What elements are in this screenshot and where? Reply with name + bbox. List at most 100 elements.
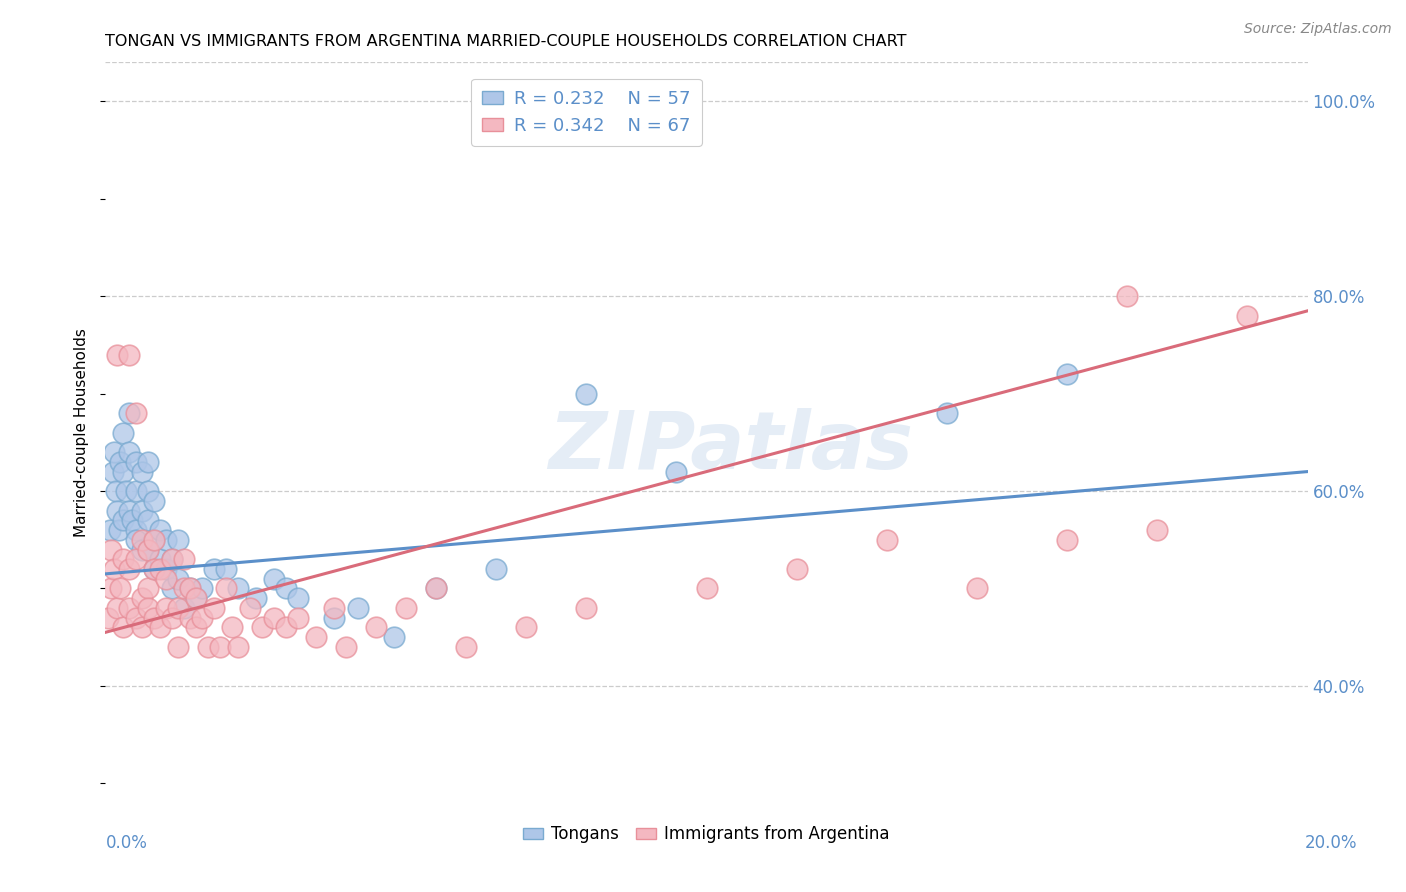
Point xyxy=(322,611,344,625)
Point xyxy=(136,601,159,615)
Point xyxy=(124,484,146,499)
Point xyxy=(239,601,262,615)
Point xyxy=(100,582,122,596)
Point xyxy=(515,620,537,634)
Point xyxy=(179,582,201,596)
Point xyxy=(190,582,212,596)
Point xyxy=(322,601,344,615)
Point xyxy=(876,533,898,547)
Point xyxy=(124,552,146,566)
Point xyxy=(160,552,183,566)
Text: 0.0%: 0.0% xyxy=(105,834,148,852)
Point xyxy=(142,562,165,576)
Point xyxy=(103,445,125,459)
Point xyxy=(103,562,125,576)
Point xyxy=(118,445,141,459)
Point xyxy=(148,552,170,566)
Point xyxy=(124,533,146,547)
Text: ZIPatlas: ZIPatlas xyxy=(548,409,912,486)
Point xyxy=(136,542,159,557)
Point xyxy=(115,484,138,499)
Point xyxy=(425,582,447,596)
Point xyxy=(136,455,159,469)
Point xyxy=(155,562,177,576)
Point xyxy=(575,601,598,615)
Point xyxy=(118,348,141,362)
Point xyxy=(112,620,135,634)
Point xyxy=(155,601,177,615)
Point xyxy=(305,630,328,644)
Point xyxy=(263,611,285,625)
Point xyxy=(485,562,508,576)
Point xyxy=(184,591,207,606)
Point xyxy=(197,640,219,654)
Point xyxy=(184,620,207,634)
Point xyxy=(936,406,959,420)
Point xyxy=(112,425,135,440)
Point xyxy=(107,523,129,537)
Point xyxy=(131,465,153,479)
Point xyxy=(335,640,357,654)
Point xyxy=(136,582,159,596)
Point xyxy=(274,582,297,596)
Point xyxy=(124,455,146,469)
Point xyxy=(112,513,135,527)
Point xyxy=(105,484,128,499)
Point xyxy=(131,542,153,557)
Point xyxy=(250,620,273,634)
Point xyxy=(148,620,170,634)
Point xyxy=(208,640,231,654)
Point xyxy=(118,562,141,576)
Point xyxy=(173,552,195,566)
Point xyxy=(221,620,243,634)
Point xyxy=(107,601,129,615)
Point xyxy=(665,465,688,479)
Point xyxy=(166,640,188,654)
Point xyxy=(966,582,988,596)
Point xyxy=(118,406,141,420)
Point xyxy=(456,640,478,654)
Point xyxy=(1056,367,1078,381)
Point xyxy=(97,611,120,625)
Point xyxy=(112,552,135,566)
Point xyxy=(166,572,188,586)
Point xyxy=(107,348,129,362)
Point xyxy=(179,582,201,596)
Point xyxy=(364,620,387,634)
Point xyxy=(575,386,598,401)
Point xyxy=(136,484,159,499)
Point xyxy=(287,591,309,606)
Point xyxy=(395,601,418,615)
Point xyxy=(274,620,297,634)
Point xyxy=(786,562,808,576)
Legend: Tongans, Immigrants from Argentina: Tongans, Immigrants from Argentina xyxy=(516,819,897,850)
Point xyxy=(184,591,207,606)
Point xyxy=(136,542,159,557)
Point xyxy=(214,562,236,576)
Text: 20.0%: 20.0% xyxy=(1305,834,1357,852)
Point xyxy=(1146,523,1168,537)
Point xyxy=(155,572,177,586)
Point xyxy=(124,406,146,420)
Point xyxy=(131,533,153,547)
Y-axis label: Married-couple Households: Married-couple Households xyxy=(75,328,90,537)
Point xyxy=(287,611,309,625)
Point xyxy=(112,465,135,479)
Text: TONGAN VS IMMIGRANTS FROM ARGENTINA MARRIED-COUPLE HOUSEHOLDS CORRELATION CHART: TONGAN VS IMMIGRANTS FROM ARGENTINA MARR… xyxy=(105,34,907,49)
Point xyxy=(142,493,165,508)
Point xyxy=(98,523,121,537)
Point xyxy=(166,601,188,615)
Point xyxy=(347,601,370,615)
Point xyxy=(245,591,267,606)
Point xyxy=(110,455,132,469)
Point xyxy=(226,582,249,596)
Point xyxy=(131,620,153,634)
Point xyxy=(179,611,201,625)
Point xyxy=(160,582,183,596)
Point xyxy=(124,523,146,537)
Point xyxy=(107,503,129,517)
Point xyxy=(1236,309,1258,323)
Point xyxy=(202,601,225,615)
Point xyxy=(166,533,188,547)
Point xyxy=(173,601,195,615)
